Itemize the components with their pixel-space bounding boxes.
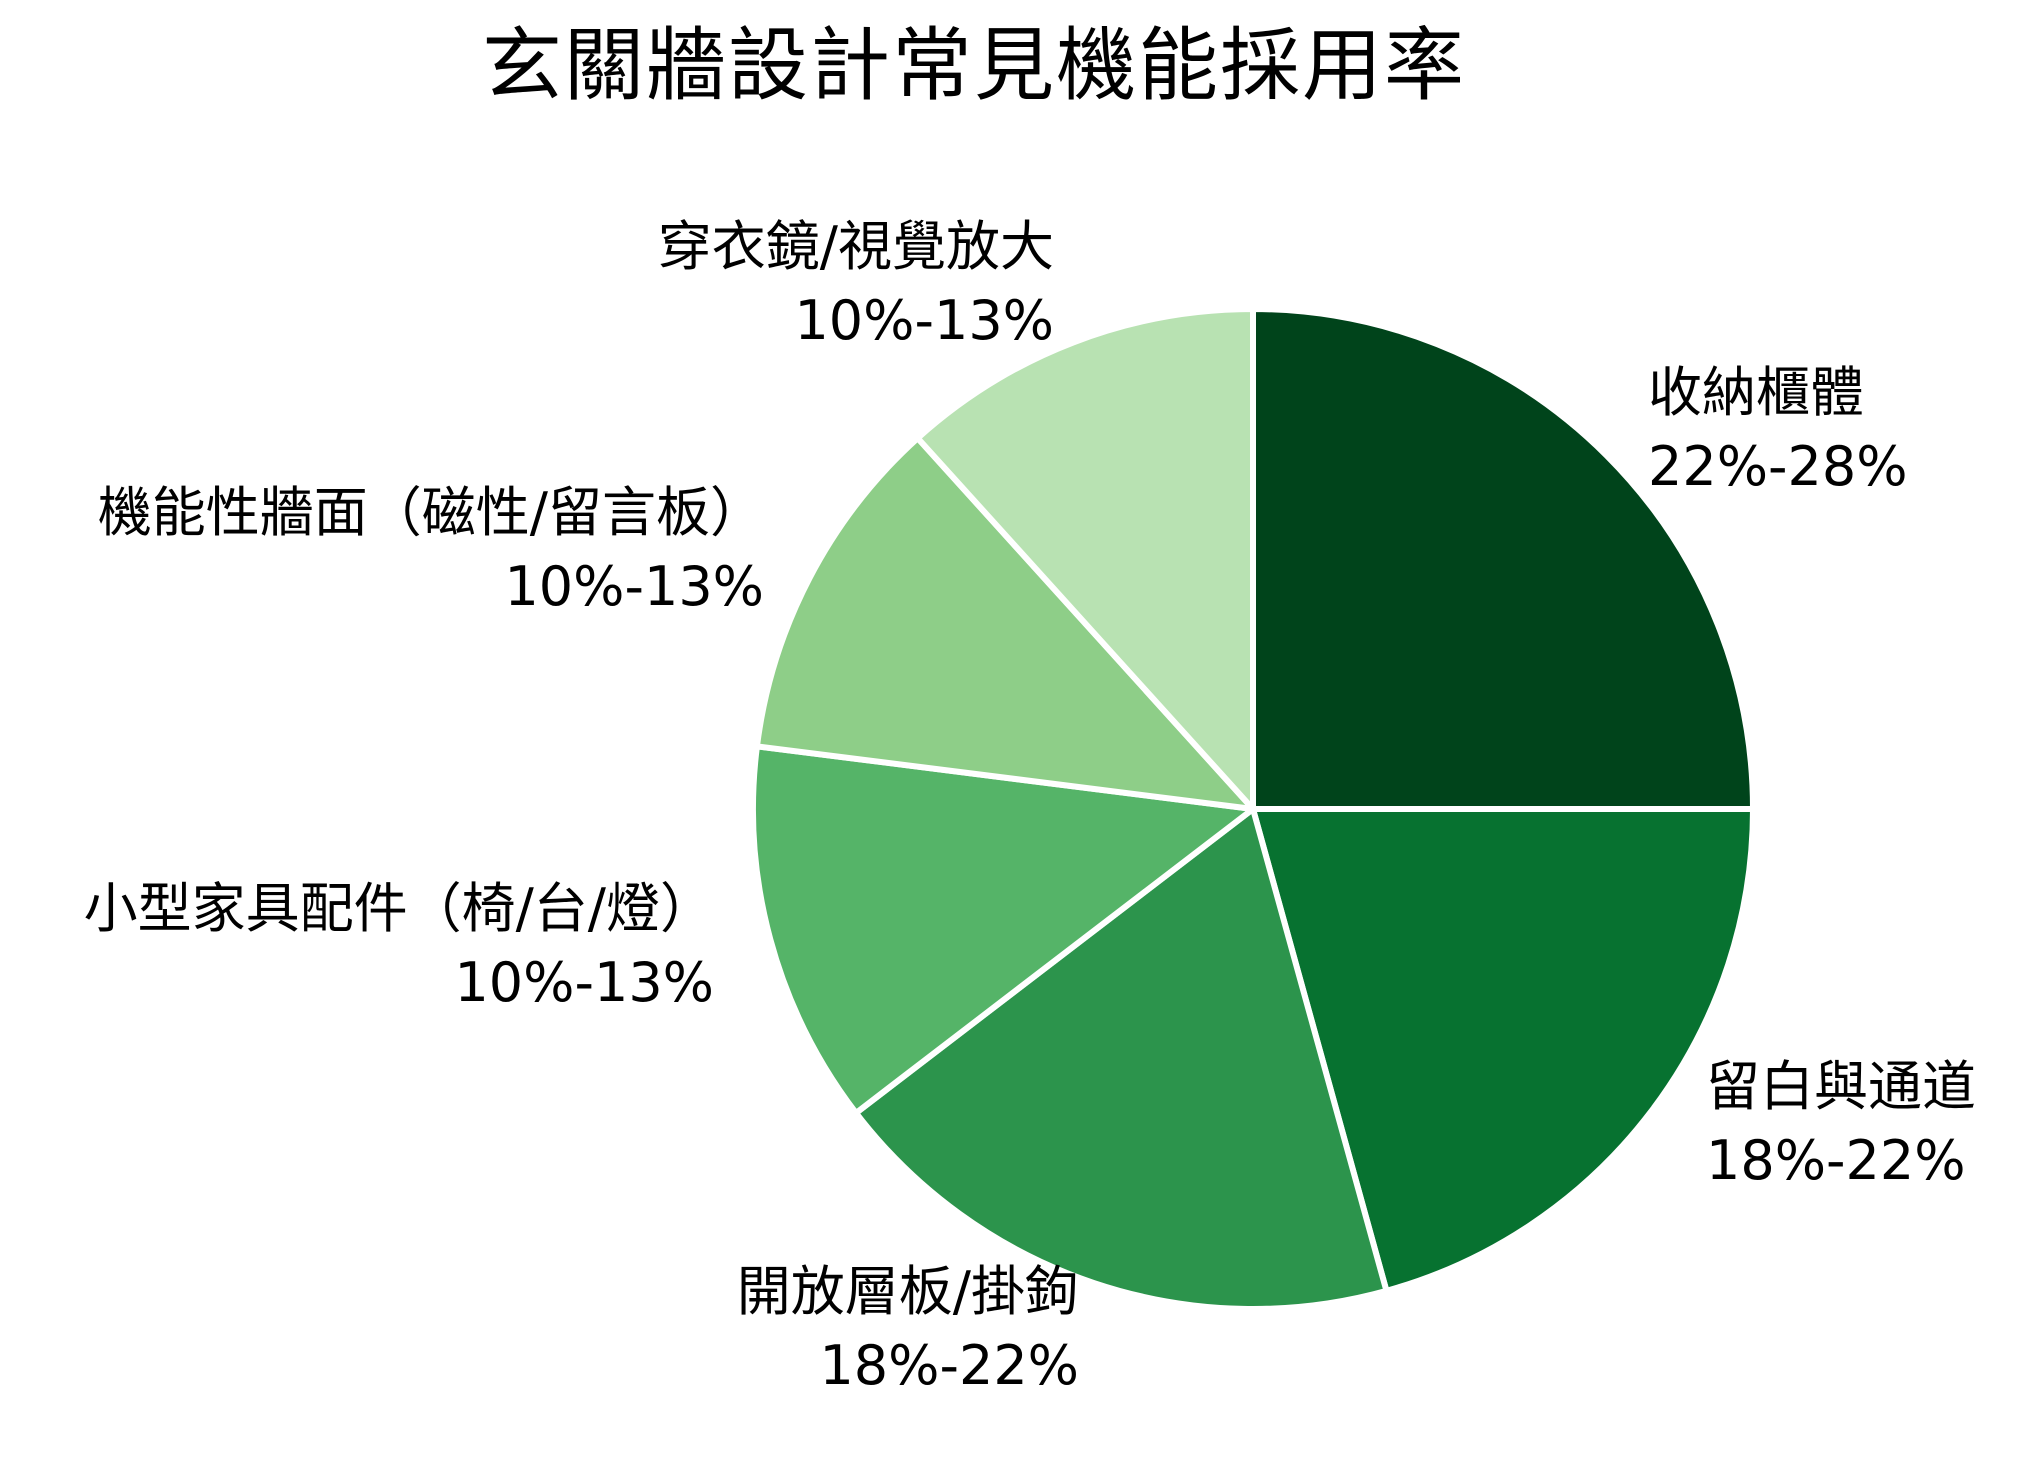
pie-slice-open-shelf (853, 806, 1390, 1312)
slice-label-name: 小型家具配件（椅/台/燈） (83, 877, 714, 940)
slice-label-name: 開放層板/掛鉤 (736, 1260, 1079, 1323)
pie-slice-open-space (1250, 806, 1756, 1294)
pie-slice-small-furniture (750, 743, 1256, 1116)
slice-label-function-wall: 機能性牆面（磁性/留言板） 10%-13% (98, 476, 764, 624)
slice-label-range: 10%-13% (504, 555, 764, 618)
slice-label-name: 留白與通道 (1706, 1055, 1976, 1118)
slice-label-range: 18%-22% (1706, 1129, 1966, 1192)
slice-label-open-shelf: 開放層板/掛鉤 18%-22% (737, 1255, 1079, 1403)
slice-label-range: 10%-13% (454, 951, 714, 1014)
slice-label-name: 收納櫃體 (1648, 361, 1864, 424)
slice-label-range: 22%-28% (1648, 435, 1908, 498)
slice-label-open-space: 留白與通道 18%-22% (1706, 1050, 1976, 1198)
slice-label-small-furniture: 小型家具配件（椅/台/燈） 10%-13% (84, 872, 714, 1020)
pie-slice-function-wall (753, 435, 1256, 812)
chart-title: 玄關牆設計常見機能採用率 (482, 19, 1466, 112)
slice-label-storage: 收納櫃體 22%-28% (1648, 356, 1908, 504)
slice-label-name: 機能性牆面（磁性/留言板） (97, 481, 764, 544)
slice-label-range: 18%-22% (819, 1334, 1079, 1397)
pie-slice-mirror (914, 306, 1256, 812)
slice-label-mirror: 穿衣鏡/視覺放大 10%-13% (658, 210, 1054, 358)
pie-slice-storage (1250, 306, 1756, 812)
slice-label-name: 穿衣鏡/視覺放大 (657, 215, 1054, 278)
slice-label-range: 10%-13% (794, 289, 1054, 352)
